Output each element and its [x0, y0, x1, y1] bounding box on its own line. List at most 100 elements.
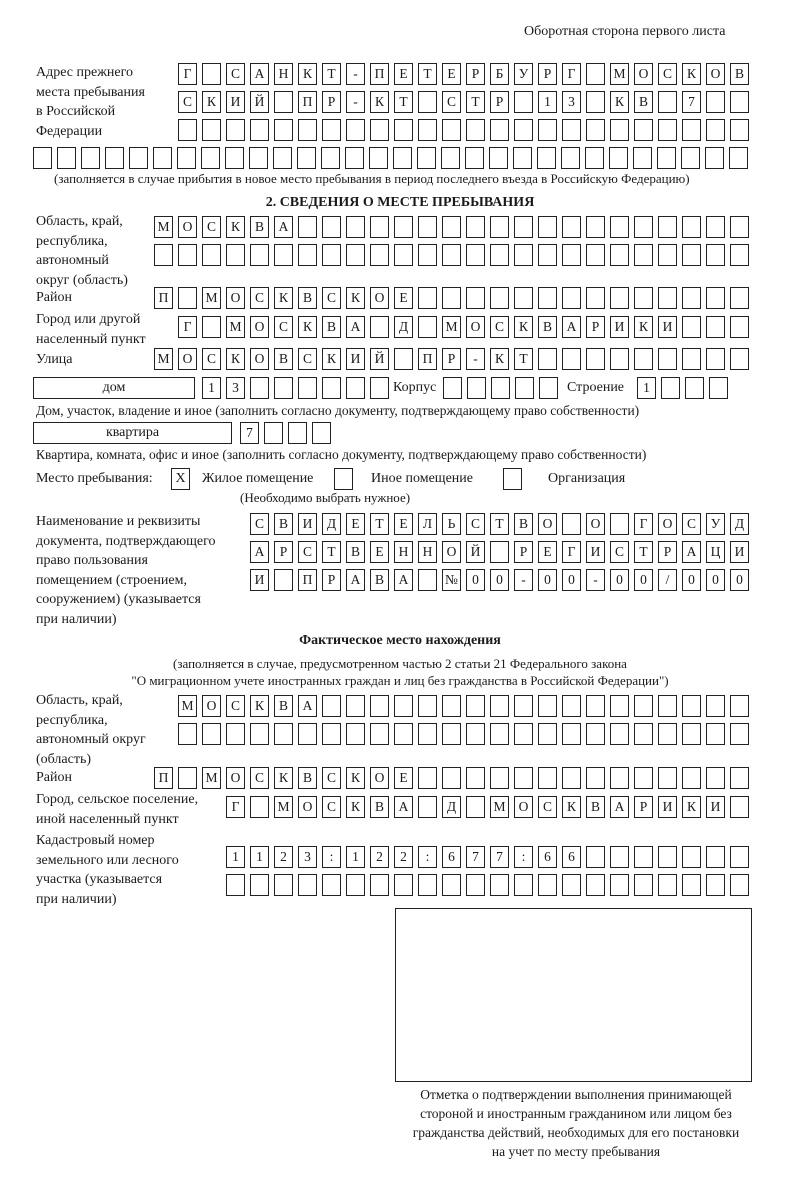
char-box[interactable]	[129, 147, 148, 169]
char-box[interactable]: И	[658, 316, 677, 338]
char-box[interactable]	[250, 796, 269, 818]
char-box[interactable]: С	[298, 348, 317, 370]
char-box[interactable]: Т	[514, 348, 533, 370]
char-box[interactable]: 0	[610, 569, 629, 591]
char-box[interactable]	[345, 147, 364, 169]
char-box[interactable]	[585, 147, 604, 169]
char-box[interactable]: И	[250, 569, 269, 591]
char-box[interactable]: В	[730, 63, 749, 85]
char-box[interactable]: С	[250, 287, 269, 309]
char-box[interactable]: В	[250, 216, 269, 238]
char-box[interactable]	[442, 287, 461, 309]
char-box[interactable]: К	[682, 796, 701, 818]
char-box[interactable]	[490, 119, 509, 141]
char-box[interactable]	[538, 119, 557, 141]
char-box[interactable]: О	[466, 316, 485, 338]
char-box[interactable]	[562, 695, 581, 717]
char-box[interactable]: 2	[274, 846, 293, 868]
char-box[interactable]: В	[370, 796, 389, 818]
char-box[interactable]: М	[274, 796, 293, 818]
char-box[interactable]	[706, 695, 725, 717]
char-box[interactable]	[537, 147, 556, 169]
char-box[interactable]	[633, 147, 652, 169]
char-box[interactable]: М	[610, 63, 629, 85]
char-box[interactable]	[490, 874, 509, 896]
char-box[interactable]: Ц	[706, 541, 725, 563]
char-box[interactable]: :	[322, 846, 341, 868]
char-box[interactable]	[634, 846, 653, 868]
char-box[interactable]	[514, 216, 533, 238]
char-box[interactable]: Д	[394, 316, 413, 338]
char-box[interactable]: О	[178, 216, 197, 238]
char-box[interactable]: С	[658, 63, 677, 85]
char-box[interactable]: Г	[634, 513, 653, 535]
char-box[interactable]: И	[346, 348, 365, 370]
char-box[interactable]: И	[730, 541, 749, 563]
char-box[interactable]	[586, 216, 605, 238]
char-box[interactable]: Р	[586, 316, 605, 338]
char-box[interactable]	[418, 874, 437, 896]
char-box[interactable]	[586, 874, 605, 896]
char-box[interactable]	[370, 874, 389, 896]
char-box[interactable]: П	[418, 348, 437, 370]
char-box[interactable]	[706, 723, 725, 745]
char-box[interactable]	[466, 244, 485, 266]
char-box[interactable]: 2	[370, 846, 389, 868]
char-box[interactable]	[418, 695, 437, 717]
char-box[interactable]: К	[346, 796, 365, 818]
char-box[interactable]	[346, 244, 365, 266]
char-box[interactable]	[610, 216, 629, 238]
char-box[interactable]: О	[298, 796, 317, 818]
char-box[interactable]: О	[658, 513, 677, 535]
char-box[interactable]	[730, 244, 749, 266]
char-box[interactable]: М	[154, 348, 173, 370]
char-box[interactable]: С	[274, 316, 293, 338]
char-box[interactable]	[154, 244, 173, 266]
char-box[interactable]	[491, 377, 510, 399]
char-box[interactable]	[322, 874, 341, 896]
char-box[interactable]	[202, 723, 221, 745]
char-box[interactable]: О	[370, 287, 389, 309]
char-box[interactable]: О	[634, 63, 653, 85]
char-box[interactable]	[370, 695, 389, 717]
char-box[interactable]	[730, 723, 749, 745]
char-box[interactable]: Л	[418, 513, 437, 535]
char-box[interactable]	[682, 316, 701, 338]
char-box[interactable]	[730, 348, 749, 370]
char-box[interactable]	[466, 695, 485, 717]
char-box[interactable]	[610, 695, 629, 717]
char-box[interactable]: 1	[250, 846, 269, 868]
char-box[interactable]	[514, 119, 533, 141]
char-box[interactable]: Г	[562, 63, 581, 85]
char-box[interactable]: О	[226, 767, 245, 789]
char-box[interactable]: 0	[538, 569, 557, 591]
char-box[interactable]: 3	[562, 91, 581, 113]
char-box[interactable]: Т	[322, 63, 341, 85]
char-box[interactable]: О	[250, 348, 269, 370]
char-box[interactable]	[322, 695, 341, 717]
char-box[interactable]	[322, 216, 341, 238]
char-box[interactable]: О	[226, 287, 245, 309]
char-box[interactable]: В	[634, 91, 653, 113]
char-box[interactable]	[153, 147, 172, 169]
char-box[interactable]: С	[298, 541, 317, 563]
char-box[interactable]	[514, 695, 533, 717]
char-box[interactable]: У	[706, 513, 725, 535]
char-box[interactable]	[250, 723, 269, 745]
char-box[interactable]	[370, 723, 389, 745]
char-box[interactable]: С	[490, 316, 509, 338]
char-box[interactable]: Т	[634, 541, 653, 563]
char-box[interactable]	[730, 767, 749, 789]
char-box[interactable]: В	[274, 695, 293, 717]
char-box[interactable]	[250, 244, 269, 266]
char-box[interactable]: Г	[562, 541, 581, 563]
char-box[interactable]	[393, 147, 412, 169]
char-box[interactable]	[226, 119, 245, 141]
char-box[interactable]	[658, 244, 677, 266]
char-box[interactable]: И	[610, 316, 629, 338]
char-box[interactable]: 7	[240, 422, 259, 444]
char-box[interactable]	[730, 695, 749, 717]
char-box[interactable]: Г	[178, 63, 197, 85]
char-box[interactable]	[249, 147, 268, 169]
char-box[interactable]: С	[682, 513, 701, 535]
